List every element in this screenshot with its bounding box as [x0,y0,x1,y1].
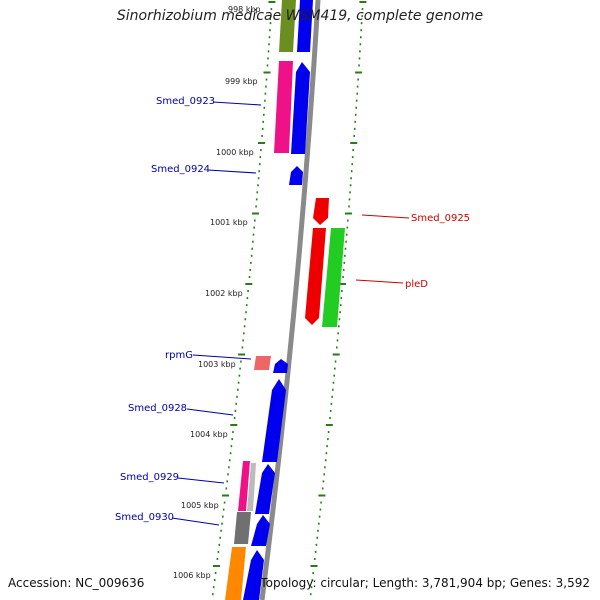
feature-blue-1006b[interactable] [243,550,264,600]
feature-smed-0923[interactable] [291,62,310,154]
gene-label-smed-0923[interactable]: Smed_0923 [156,96,215,107]
kbp-label-1005: 1005 kbp [181,501,219,510]
kbp-label-1003: 1003 kbp [198,360,236,369]
feature-orange-1006[interactable] [225,547,246,600]
outer-tick-ring [309,1,367,596]
gene-label-pled[interactable]: pleD [405,279,428,290]
feature-magenta-999[interactable] [274,61,293,153]
feature-olive-998[interactable] [279,0,296,52]
feature-smed-0930[interactable] [234,512,251,544]
gene-labels: Smed_0923 Smed_0924 Smed_0925 pleD rpmG … [115,96,470,523]
accession-label: Accession: NC_009636 [8,576,145,590]
feature-blue-1006a[interactable] [251,515,270,546]
features [225,0,345,600]
map-title: Sinorhizobium medicae WSM419, complete g… [116,8,484,24]
feature-smed-0924[interactable] [289,166,303,185]
kbp-labels: 998 kbp 999 kbp 1000 kbp 1001 kbp 1002 k… [173,5,261,580]
genome-backbone [259,0,321,600]
genome-summary: Topology: circular; Length: 3,781,904 bp… [260,576,590,590]
feature-smed-0929[interactable] [238,461,250,511]
feature-smed-0928[interactable] [262,379,286,462]
gene-label-smed-0929[interactable]: Smed_0929 [120,472,179,483]
feature-pled[interactable] [322,228,345,327]
kbp-label-1002: 1002 kbp [205,289,243,298]
gene-label-smed-0930[interactable]: Smed_0930 [115,512,174,523]
inner-tick-ring [212,1,276,596]
gene-label-smed-0928[interactable]: Smed_0928 [128,403,187,414]
kbp-label-1006: 1006 kbp [173,571,211,580]
kbp-label-1004: 1004 kbp [190,430,228,439]
gene-label-smed-0925[interactable]: Smed_0925 [411,213,470,224]
kbp-label-999: 999 kbp [225,77,258,86]
feature-smed-0925[interactable] [313,198,329,225]
feature-gray-1005[interactable] [247,463,256,511]
feature-blue-1005[interactable] [255,464,275,514]
leader-lines [171,101,410,526]
kbp-label-1001: 1001 kbp [210,218,248,227]
feature-rpmg[interactable] [254,356,271,370]
feature-blue-998[interactable] [297,0,313,52]
feature-red-pled[interactable] [305,228,326,325]
kbp-label-998: 998 kbp [228,5,261,14]
gene-label-smed-0924[interactable]: Smed_0924 [151,164,210,175]
feature-blue-1003[interactable] [273,359,288,373]
kbp-label-1000: 1000 kbp [216,148,254,157]
gene-label-rpmg[interactable]: rpmG [165,350,193,361]
